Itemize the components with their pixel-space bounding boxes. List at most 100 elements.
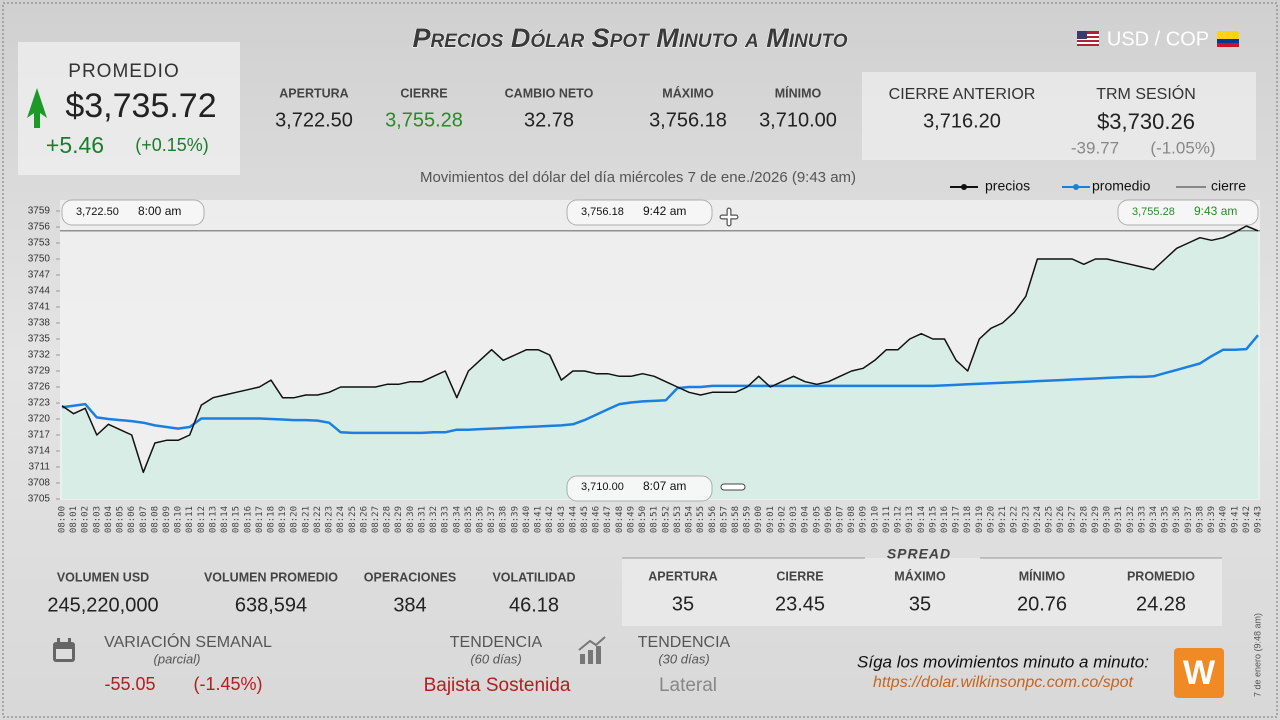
x-tick-label: 08:05 (116, 506, 126, 533)
x-tick-label: 09:20 (986, 506, 996, 533)
stat-label: APERTURA (279, 86, 348, 100)
y-tick-label: 3705 (28, 494, 51, 505)
stat-value: 35 (672, 593, 694, 615)
x-tick-label: 09:10 (870, 506, 880, 533)
scroll-handle (720, 483, 746, 491)
crosshair-icon (719, 207, 739, 227)
stat-label: CAMBIO NETO (505, 86, 594, 100)
stat-value: 46.18 (509, 594, 559, 616)
x-tick-label: 08:21 (301, 506, 311, 533)
price-area (62, 226, 1258, 499)
currency-pair: USD / COP (1107, 28, 1209, 50)
y-tick-label: 3732 (28, 350, 51, 361)
x-tick-label: 09:23 (1021, 506, 1031, 533)
x-tick-label: 09:21 (998, 506, 1008, 533)
chart-subtitle: Movimientos del dólar del día miércoles … (420, 169, 856, 186)
annotation-value: 3,722.50 (76, 206, 119, 218)
y-tick-label: 3756 (28, 222, 51, 233)
flag-us (1077, 31, 1099, 46)
annotation-value: 3,710.00 (581, 481, 624, 493)
x-tick-label: 09:01 (766, 506, 776, 533)
stat-value: 384 (393, 594, 426, 616)
annotation-box (61, 199, 205, 226)
x-tick-label: 08:12 (197, 506, 207, 533)
x-tick-label: 09:35 (1161, 506, 1171, 533)
legend-dot (1073, 184, 1079, 190)
annotation-value: 3,756.18 (581, 206, 624, 218)
x-tick-label: 09:36 (1172, 506, 1182, 533)
y-tick-label: 3729 (28, 366, 51, 377)
legend-dot (961, 184, 967, 190)
session-stats: APERTURA 3,722.50 CIERRE 3,755.28 CAMBIO NET… (275, 85, 837, 131)
x-tick-label: 09:06 (824, 506, 834, 533)
x-tick-label: 09:11 (882, 506, 892, 533)
stat-value: 3,722.50 (275, 109, 353, 131)
y-tick-label: 3714 (28, 446, 51, 457)
x-tick-label: 08:48 (615, 506, 625, 533)
x-tick-label: 08:18 (267, 506, 277, 533)
weekly-value: -55.05 (104, 674, 155, 694)
y-tick-label: 3759 (28, 206, 51, 217)
flag-co (1217, 31, 1239, 47)
stat-value: 3,756.18 (649, 109, 727, 131)
x-tick-label: 08:49 (626, 506, 636, 533)
x-tick-label: 08:00 (58, 506, 68, 533)
x-tick-label: 09:38 (1195, 506, 1205, 533)
site-url[interactable]: https://dolar.wilkinsonpc.com.co/spot (873, 674, 1134, 691)
y-tick-label: 3723 (28, 398, 51, 409)
x-tick-label: 08:20 (290, 506, 300, 533)
x-tick-label: 08:56 (708, 506, 718, 533)
up-arrow (27, 88, 47, 128)
x-tick-label: 08:17 (255, 506, 265, 533)
x-tick-label: 08:36 (476, 506, 486, 533)
x-tick-label: 08:26 (359, 506, 369, 533)
x-tick-label: 08:23 (325, 506, 335, 533)
x-tick-label: 08:51 (650, 506, 660, 533)
annotation-value: 3,755.28 (1132, 206, 1175, 218)
x-tick-label: 08:46 (592, 506, 602, 533)
trend30-value: Lateral (659, 675, 717, 696)
stat-label: MÁXIMO (662, 85, 714, 100)
x-tick-label: 08:42 (545, 506, 555, 533)
stat-label: OPERACIONES (364, 570, 456, 584)
series-line (61, 225, 1259, 474)
x-tick-label: 08:47 (603, 506, 613, 533)
x-tick-label: 09:04 (801, 506, 811, 533)
x-tick-label: 09:08 (847, 506, 857, 533)
annotation-time: 8:00 am (138, 204, 181, 218)
stat-label: PROMEDIO (1127, 569, 1195, 583)
x-tick-label: 09:33 (1137, 506, 1147, 533)
x-tick-label: 09:16 (940, 506, 950, 533)
x-tick-label: 08:22 (313, 506, 323, 533)
stat-value: 638,594 (235, 594, 307, 616)
x-tick-label: 08:04 (104, 506, 114, 533)
y-tick-label: 3750 (28, 254, 51, 265)
x-tick-label: 09:19 (975, 506, 985, 533)
average-panel (18, 42, 240, 175)
trend30-label: TENDENCIA (638, 634, 731, 651)
stat-value: 24.28 (1136, 593, 1186, 615)
x-tick-label: 08:53 (673, 506, 683, 533)
stat-label: MÁXIMO (894, 568, 946, 583)
x-tick-label: 09:09 (859, 506, 869, 533)
x-tick-label: 09:26 (1056, 506, 1066, 533)
series-line (61, 334, 1259, 435)
trend-icon (578, 636, 606, 664)
annotation-box (566, 199, 713, 226)
x-tick-label: 09:40 (1219, 506, 1229, 533)
average-label: PROMEDIO (68, 61, 179, 82)
x-tick-label: 09:05 (812, 506, 822, 533)
x-tick-label: 08:11 (185, 506, 195, 533)
y-tick-label: 3744 (28, 286, 51, 297)
x-tick-label: 09:12 (894, 506, 904, 533)
logo-letter: W (1183, 654, 1216, 692)
annotation-time: 9:42 am (643, 204, 686, 218)
follow-text: Síga los movimientos minuto a minuto: (857, 652, 1149, 671)
x-tick-label: 08:08 (150, 506, 160, 533)
trm-value: $3,730.26 (1097, 109, 1195, 134)
x-tick-label: 08:07 (139, 506, 149, 533)
x-tick-label: 08:50 (638, 506, 648, 533)
stat-label: MÍNIMO (1019, 568, 1066, 583)
stat-label: VOLUMEN USD (57, 570, 149, 584)
